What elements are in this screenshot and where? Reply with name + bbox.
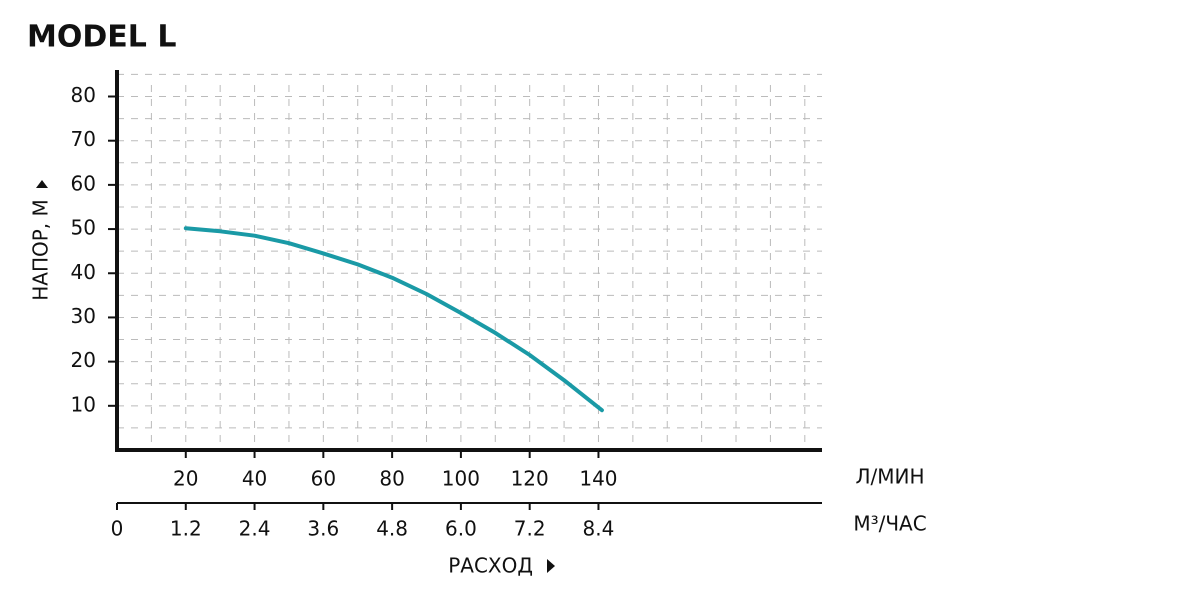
y-tick-label: 70 bbox=[71, 127, 96, 151]
x-tick-label: 60 bbox=[311, 467, 336, 491]
x2-unit: М³/ЧАС bbox=[853, 512, 926, 536]
x2-tick-label: 3.6 bbox=[307, 517, 339, 541]
curve bbox=[183, 226, 604, 413]
y-axis-label: НАПОР, М bbox=[29, 199, 53, 301]
x-tick-label: 40 bbox=[242, 467, 267, 491]
x-tick-label: 120 bbox=[511, 467, 549, 491]
x-tick-label: 20 bbox=[173, 467, 198, 491]
y-tick-label: 40 bbox=[71, 260, 96, 284]
x2-tick-label: 8.4 bbox=[583, 517, 615, 541]
y-tick-label: 50 bbox=[71, 216, 96, 240]
y-tick-label: 20 bbox=[71, 348, 96, 372]
x2-tick-label: 0 bbox=[111, 517, 124, 541]
x-arrow bbox=[547, 559, 555, 573]
x-tick-label: 80 bbox=[379, 467, 404, 491]
plot bbox=[183, 226, 604, 413]
x2-tick-label: 2.4 bbox=[239, 517, 271, 541]
x2-tick-label: 6.0 bbox=[445, 517, 477, 541]
x2-tick-label: 7.2 bbox=[514, 517, 546, 541]
chart-title: MODEL L bbox=[27, 20, 176, 55]
x-tick-label: 140 bbox=[579, 467, 617, 491]
y-tick-label: 80 bbox=[71, 83, 96, 107]
grid bbox=[117, 73, 822, 450]
y-tick-label: 10 bbox=[71, 392, 96, 416]
x2-tick-label: 1.2 bbox=[170, 517, 202, 541]
x2-tick-label: 4.8 bbox=[376, 517, 408, 541]
y-tick-label: 60 bbox=[71, 171, 96, 195]
y-arrow bbox=[36, 180, 48, 188]
x-axis-label: РАСХОД bbox=[448, 554, 533, 578]
x-unit: Л/МИН bbox=[855, 465, 924, 489]
x-tick-label: 100 bbox=[442, 467, 480, 491]
y-tick-label: 30 bbox=[71, 304, 96, 328]
